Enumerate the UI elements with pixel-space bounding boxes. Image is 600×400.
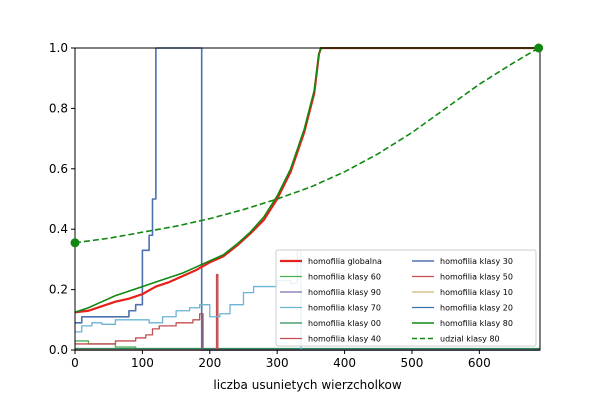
y-tick-label: 0.2 [49,283,68,297]
plot-frame [74,47,541,351]
series-marker-end [534,43,544,53]
legend-label: homofilia klasy 00 [308,319,381,328]
y-axis: 0.0 0.2 0.4 0.6 0.8 1.0 [49,41,75,357]
x-tick-label: 500 [401,356,424,370]
plot-series [75,47,540,351]
legend-label: homofilia klasy 10 [440,288,513,297]
series-line-homofilia-klasy-80 [75,47,540,314]
y-tick-label: 0.4 [49,222,68,236]
legend-label: homofilia klasy 30 [440,257,513,266]
legend-label: homofilia klasy 90 [308,288,381,297]
y-tick-label: 0.6 [49,162,68,176]
series-line-udzial-klasy-80 [75,47,540,244]
x-tick-label: 200 [198,356,221,370]
legend-box [275,249,537,347]
y-tick-label: 0.8 [49,101,68,115]
legend-label: homofilia klasy 20 [440,304,513,313]
x-axis: 0 100 200 300 400 500 600 [71,350,491,370]
legend-label: homofilia klasy 70 [308,304,381,313]
y-tick-label: 1.0 [49,41,68,55]
x-tick-label: 100 [131,356,154,370]
legend: homofilia globalna homofilia klasy 60 homo… [275,249,537,347]
x-tick-label: 600 [468,356,491,370]
x-axis-title: liczba usunietych wierzcholkow [213,378,401,392]
legend-label: homofilia klasy 80 [440,319,513,328]
legend-label: homofilia globalna [308,257,382,266]
series-marker-start [70,238,80,248]
series-line-homofilia-klasy-40 [75,313,540,351]
legend-label: homofilia klasy 60 [308,273,381,282]
x-tick-label: 300 [266,356,289,370]
legend-label: homofilia klasy 50 [440,273,513,282]
legend-label: udzial klasy 80 [440,335,500,344]
x-tick-label: 400 [333,356,356,370]
legend-label: homofilia klasy 40 [308,335,381,344]
x-tick-label: 0 [71,356,79,370]
y-tick-label: 0.0 [49,343,68,357]
